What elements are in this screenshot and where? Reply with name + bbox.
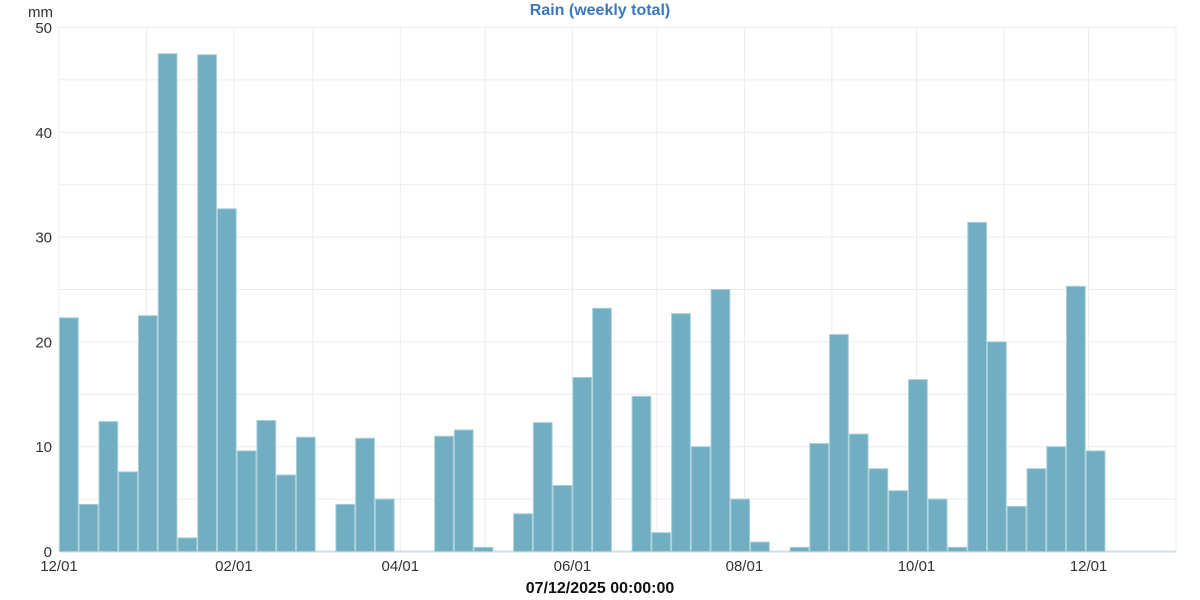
x-tick-label-4: 08/01 <box>726 558 764 575</box>
rain-bar-week-9 <box>236 450 257 553</box>
x-tick-label-2: 04/01 <box>382 558 420 575</box>
rain-bar-week-43 <box>908 379 928 552</box>
rain-bar-week-32 <box>690 446 711 553</box>
x-tick-label-1: 02/01 <box>215 558 253 575</box>
rain-bar-week-1 <box>78 503 99 552</box>
y-tick-label-50: 50 <box>35 20 52 37</box>
rain-bar-week-24 <box>532 422 553 552</box>
rain-bar-week-14 <box>335 503 356 552</box>
chart-title: Rain (weekly total) <box>529 2 671 19</box>
rain-bar-week-12 <box>295 436 316 552</box>
rain-bar-week-11 <box>276 474 296 552</box>
rain-bar-week-49 <box>1026 468 1047 552</box>
rain-bar-week-31 <box>671 313 691 552</box>
rain-bar-week-4 <box>137 315 158 553</box>
rain-bar-week-45 <box>947 546 968 552</box>
rain-bar-week-16 <box>374 498 395 553</box>
x-tick-label-6: 12/01 <box>1070 558 1108 575</box>
rain-bar-week-47 <box>987 341 1007 552</box>
rain-bar-week-3 <box>118 471 138 553</box>
rain-bar-week-39 <box>829 334 849 552</box>
rain-bar-week-37 <box>789 546 810 552</box>
rain-bar-week-51 <box>1065 285 1086 552</box>
rain-bar-week-25 <box>552 484 573 553</box>
rain-bar-week-50 <box>1046 446 1066 553</box>
rain-bar-week-40 <box>848 433 869 552</box>
rain-bar-week-46 <box>967 221 988 552</box>
rain-bar-week-38 <box>809 443 830 552</box>
rain-bar-week-7 <box>197 54 217 552</box>
rain-bar-week-29 <box>631 395 652 552</box>
rain-bar-week-10 <box>256 420 277 552</box>
rain-bar-week-41 <box>868 468 889 552</box>
rain-bar-week-42 <box>888 490 909 552</box>
rain-bar-week-23 <box>513 513 533 553</box>
y-tick-label-30: 30 <box>35 230 52 247</box>
rain-bars <box>59 53 1106 553</box>
rain-bar-week-35 <box>750 541 770 553</box>
rain-bar-week-21 <box>473 546 494 552</box>
footer-timestamp: 07/12/2025 00:00:00 <box>525 580 675 597</box>
rain-bar-week-52 <box>1085 450 1106 553</box>
y-axis-unit-label: mm <box>28 4 53 21</box>
x-tick-label-3: 06/01 <box>554 558 592 575</box>
y-tick-label-40: 40 <box>35 125 52 142</box>
rain-bar-week-19 <box>434 435 454 552</box>
rain-bar-week-30 <box>651 532 672 553</box>
rain-bar-week-5 <box>157 53 178 552</box>
y-tick-label-0: 0 <box>44 544 52 561</box>
x-tick-label-0: 12/01 <box>40 558 78 575</box>
rain-bar-week-27 <box>592 307 612 552</box>
x-tick-label-5: 10/01 <box>898 558 936 575</box>
axis-tick-labels: 0 10 20 30 40 50 12/01 02/01 04/01 06/01 08/01 10/0… <box>35 20 1107 575</box>
rain-bar-week-2 <box>98 421 119 552</box>
rain-bar-week-34 <box>730 498 751 553</box>
rain-bar-week-33 <box>710 289 731 552</box>
rain-bar-week-20 <box>453 429 474 552</box>
y-tick-label-20: 20 <box>35 334 52 351</box>
y-tick-label-10: 10 <box>35 439 52 456</box>
rain-bar-week-0 <box>59 317 79 552</box>
rain-bar-week-44 <box>927 498 948 553</box>
rain-bar-week-26 <box>572 377 593 552</box>
rain-bar-week-48 <box>1006 505 1027 553</box>
rain-bar-week-15 <box>355 437 375 553</box>
rain-bar-week-6 <box>177 537 198 553</box>
rain-bar-week-8 <box>216 208 237 553</box>
